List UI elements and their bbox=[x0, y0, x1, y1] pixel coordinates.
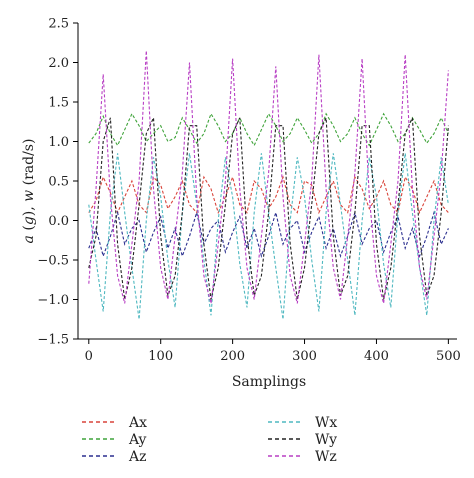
legend-entry-wz: Wz bbox=[268, 449, 337, 465]
legend-entry-wy: Wy bbox=[268, 432, 337, 448]
y-axis-title-part: ), bbox=[21, 202, 37, 216]
y-tick-label: −1.0 bbox=[37, 293, 69, 308]
series-layer bbox=[88, 50, 449, 320]
y-tick-label: 0.5 bbox=[48, 175, 69, 190]
series-line-ay bbox=[88, 112, 449, 147]
legend-entry-ax: Ax bbox=[82, 415, 147, 431]
y-tick-label: 1.0 bbox=[48, 135, 69, 150]
y-axis-title: a (g), w (rad/s) bbox=[21, 139, 37, 244]
legend-label: Wy bbox=[315, 432, 337, 448]
x-tick-label: 200 bbox=[220, 349, 245, 364]
legend-entry-az: Az bbox=[82, 449, 147, 465]
y-tick-label: 2.5 bbox=[48, 17, 69, 32]
y-axis-title-part: (rad/s) bbox=[21, 139, 37, 190]
x-tick-label: 300 bbox=[292, 349, 317, 364]
y-tick-label: −1.5 bbox=[37, 333, 69, 348]
y-tick-label: 0.0 bbox=[48, 214, 69, 229]
y-axis-title-part: ( bbox=[21, 225, 37, 235]
legend-label: Wx bbox=[315, 415, 337, 431]
legend-label: Az bbox=[128, 449, 147, 465]
x-tick-label: 500 bbox=[436, 349, 461, 364]
series-line-wx bbox=[88, 153, 449, 320]
y-tick-label: −0.5 bbox=[37, 254, 69, 269]
legend-entry-wx: Wx bbox=[268, 415, 337, 431]
series-line-az bbox=[88, 210, 449, 258]
x-axis-title: Samplings bbox=[232, 374, 306, 390]
y-axis-title-part: g bbox=[21, 216, 37, 225]
legend-entry-ay: Ay bbox=[82, 432, 147, 448]
x-tick-label: 0 bbox=[85, 349, 93, 364]
series-line-wy bbox=[88, 117, 449, 300]
series-line-wz bbox=[88, 50, 449, 304]
y-axis-title-part: w bbox=[21, 190, 37, 202]
legend-label: Ax bbox=[128, 415, 147, 431]
y-tick-label: 1.5 bbox=[48, 96, 69, 111]
legend-label: Wz bbox=[315, 449, 337, 465]
legend-label: Ay bbox=[128, 432, 147, 448]
x-tick-label: 400 bbox=[364, 349, 389, 364]
y-tick-label: 2.0 bbox=[48, 56, 69, 71]
y-axis-title-part: a bbox=[21, 235, 37, 243]
x-tick-label: 100 bbox=[148, 349, 173, 364]
axes-layer: −1.5 −1.0 −0.5 0.0 0.5 1.0 1.5 2.0 2.5 0 100 200 300… bbox=[37, 17, 460, 365]
